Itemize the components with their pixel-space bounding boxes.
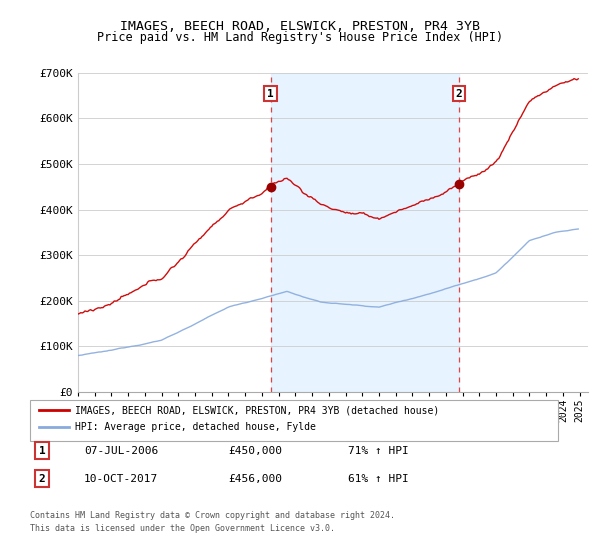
Text: IMAGES, BEECH ROAD, ELSWICK, PRESTON, PR4 3YB (detached house): IMAGES, BEECH ROAD, ELSWICK, PRESTON, PR… <box>75 405 439 416</box>
Text: Price paid vs. HM Land Registry's House Price Index (HPI): Price paid vs. HM Land Registry's House … <box>97 31 503 44</box>
Text: £456,000: £456,000 <box>228 474 282 484</box>
Text: 1: 1 <box>267 88 274 99</box>
Text: £450,000: £450,000 <box>228 446 282 456</box>
Text: 71% ↑ HPI: 71% ↑ HPI <box>348 446 409 456</box>
Text: IMAGES, BEECH ROAD, ELSWICK, PRESTON, PR4 3YB: IMAGES, BEECH ROAD, ELSWICK, PRESTON, PR… <box>120 20 480 32</box>
Text: 2: 2 <box>38 474 46 484</box>
Bar <box>271 73 459 392</box>
Text: 2: 2 <box>455 88 462 99</box>
Text: This data is licensed under the Open Government Licence v3.0.: This data is licensed under the Open Gov… <box>30 524 335 533</box>
Text: 10-OCT-2017: 10-OCT-2017 <box>84 474 158 484</box>
Text: 07-JUL-2006: 07-JUL-2006 <box>84 446 158 456</box>
Text: 1: 1 <box>38 446 46 456</box>
Text: Contains HM Land Registry data © Crown copyright and database right 2024.: Contains HM Land Registry data © Crown c… <box>30 511 395 520</box>
Text: HPI: Average price, detached house, Fylde: HPI: Average price, detached house, Fyld… <box>75 422 316 432</box>
Text: 61% ↑ HPI: 61% ↑ HPI <box>348 474 409 484</box>
